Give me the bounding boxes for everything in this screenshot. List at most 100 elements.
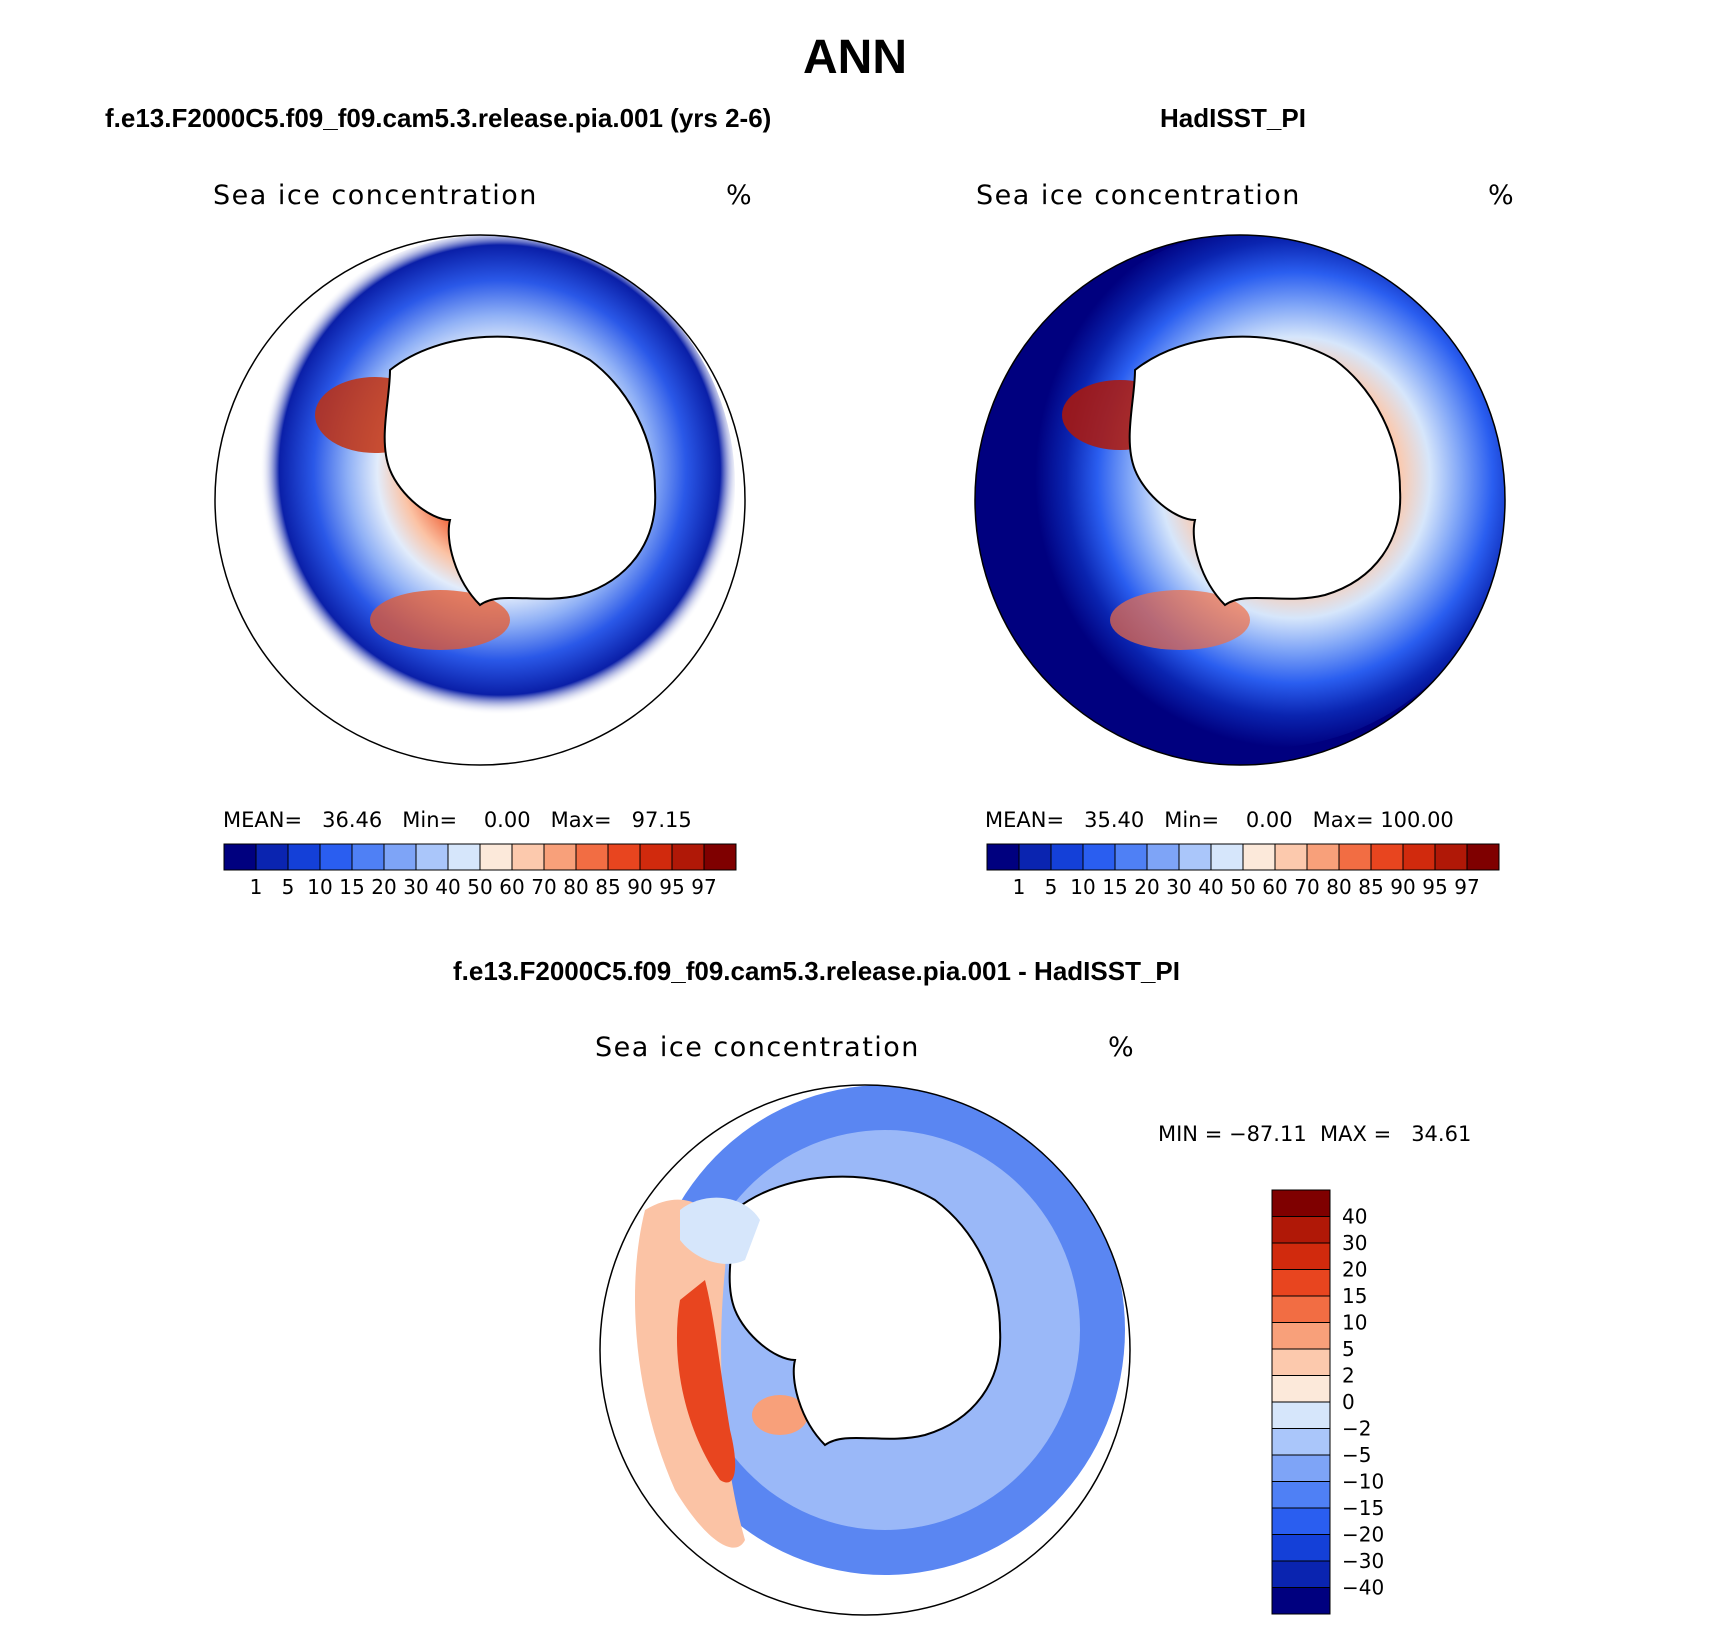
diff-colorbar-swatch bbox=[1271, 1242, 1331, 1270]
panel1-unit: % bbox=[726, 180, 752, 211]
diff-colorbar-tick-label: 15 bbox=[1342, 1284, 1367, 1308]
panel2-field-label: Sea ice concentration bbox=[976, 180, 1301, 211]
panel2-colorbar-swatch bbox=[1370, 843, 1404, 871]
diff-colorbar-swatch bbox=[1271, 1216, 1331, 1244]
figure-title: ANN bbox=[803, 31, 907, 84]
panel1-field-label: Sea ice concentration bbox=[213, 180, 538, 211]
panel1-map bbox=[214, 234, 746, 766]
diff-colorbar-tick-label: −30 bbox=[1342, 1549, 1384, 1573]
panel1-colorbar-tick-label: 85 bbox=[595, 875, 620, 899]
diff-minmax: MIN = −87.11 MAX = 34.61 bbox=[1158, 1122, 1472, 1146]
panel2-colorbar-tick-label: 30 bbox=[1166, 875, 1191, 899]
diff-colorbar-tick-label: −20 bbox=[1342, 1523, 1384, 1547]
panel1-colorbar-swatch bbox=[575, 843, 609, 871]
diff-colorbar-swatch bbox=[1271, 1587, 1331, 1615]
panel2-max: 100.00 bbox=[1380, 808, 1454, 832]
panel2-unit: % bbox=[1488, 180, 1514, 211]
panel1-colorbar-tick-label: 50 bbox=[467, 875, 492, 899]
panel2-ross-sea bbox=[1110, 590, 1250, 650]
panel1-colorbar-swatch bbox=[511, 843, 545, 871]
diff-colorbar-tick-label: 30 bbox=[1342, 1231, 1367, 1255]
panel2-colorbar-swatch bbox=[1114, 843, 1148, 871]
panel2-colorbar-swatch bbox=[1402, 843, 1436, 871]
panel2-colorbar-tick-label: 85 bbox=[1358, 875, 1383, 899]
panel2-map bbox=[974, 234, 1506, 766]
diff-colorbar-swatch bbox=[1271, 1375, 1331, 1403]
panel2-colorbar-swatch bbox=[1146, 843, 1180, 871]
panel2-colorbar-swatch bbox=[1082, 843, 1116, 871]
panel1-max: 97.15 bbox=[631, 808, 692, 832]
diff-ross-patch bbox=[752, 1395, 808, 1435]
panel1-mean-label: MEAN= bbox=[223, 808, 303, 832]
panel2-colorbar-tick-label: 80 bbox=[1326, 875, 1351, 899]
panel1-antarctica bbox=[383, 335, 657, 607]
diff-colorbar-swatch bbox=[1271, 1401, 1331, 1429]
panel2-mean: 35.40 bbox=[1084, 808, 1145, 832]
panel2-max-label: Max= bbox=[1312, 808, 1374, 832]
diff-unit: % bbox=[1108, 1032, 1134, 1063]
panel2-colorbar-swatch bbox=[1018, 843, 1052, 871]
diff-colorbar-swatch bbox=[1271, 1560, 1331, 1588]
panel1-colorbar: 1 5 10 15 20 30 40 50 60 70 80 85 90 95 97 bbox=[223, 843, 737, 899]
panel2-colorbar-tick-label: 97 bbox=[1454, 875, 1479, 899]
panel1-min: 0.00 bbox=[483, 808, 531, 832]
diff-colorbar-tick-label: −2 bbox=[1342, 1417, 1371, 1441]
panel1-colorbar-tick-label: 95 bbox=[659, 875, 684, 899]
panel2-colorbar-tick-label: 5 bbox=[1045, 875, 1058, 899]
panel1-colorbar-swatch bbox=[479, 843, 513, 871]
diff-colorbar-tick-label: −5 bbox=[1342, 1443, 1371, 1467]
diff-colorbar-tick-label: 10 bbox=[1342, 1311, 1367, 1335]
panel1-colorbar-swatch bbox=[351, 843, 385, 871]
panel1-min-label: Min= bbox=[402, 808, 458, 832]
diff-colorbar-swatch bbox=[1271, 1428, 1331, 1456]
diff-colorbar-swatch bbox=[1271, 1348, 1331, 1376]
panel1-colorbar-swatch bbox=[415, 843, 449, 871]
panel1-colorbar-swatch bbox=[639, 843, 673, 871]
panel2-title: HadISST_PI bbox=[1160, 103, 1306, 133]
panel2-colorbar-swatch bbox=[986, 843, 1020, 871]
panel2-min-label: Min= bbox=[1164, 808, 1220, 832]
diff-panel-title: f.e13.F2000C5.f09_f09.cam5.3.release.pia… bbox=[453, 956, 1180, 986]
diff-colorbar-tick-label: 0 bbox=[1342, 1390, 1355, 1414]
panel1-ross-sea bbox=[370, 590, 510, 650]
panel2-colorbar-tick-label: 20 bbox=[1134, 875, 1159, 899]
diff-field-label: Sea ice concentration bbox=[595, 1032, 920, 1063]
panel2-colorbar-tick-label: 50 bbox=[1230, 875, 1255, 899]
diff-colorbar-tick-label: 40 bbox=[1342, 1205, 1367, 1229]
panel2-colorbar-tick-label: 15 bbox=[1102, 875, 1127, 899]
panel2-antarctica bbox=[1128, 335, 1402, 607]
diff-colorbar-swatch bbox=[1271, 1295, 1331, 1323]
diff-colorbar-swatch bbox=[1271, 1189, 1331, 1217]
panel2-colorbar-swatch bbox=[1050, 843, 1084, 871]
diff-colorbar-tick-label: −40 bbox=[1342, 1576, 1384, 1600]
panel2-colorbar-tick-label: 95 bbox=[1422, 875, 1447, 899]
diff-colorbar-tick-label: 20 bbox=[1342, 1258, 1367, 1282]
panel1-colorbar-tick-label: 15 bbox=[339, 875, 364, 899]
panel1-colorbar-swatch bbox=[543, 843, 577, 871]
panel2-colorbar-swatch bbox=[1210, 843, 1244, 871]
panel2-colorbar-tick-label: 90 bbox=[1390, 875, 1415, 899]
panel2-colorbar: 1 5 10 15 20 30 40 50 60 70 80 85 90 95 97 bbox=[986, 843, 1500, 899]
diff-colorbar-swatch bbox=[1271, 1269, 1331, 1297]
diff-colorbar-tick-label: 2 bbox=[1342, 1364, 1355, 1388]
panel1-colorbar-swatch bbox=[319, 843, 353, 871]
panel1-colorbar-swatch bbox=[255, 843, 289, 871]
panel1-colorbar-swatch bbox=[607, 843, 641, 871]
panel1-colorbar-tick-label: 10 bbox=[307, 875, 332, 899]
panel1-colorbar-swatch bbox=[447, 843, 481, 871]
panel1-colorbar-tick-label: 60 bbox=[499, 875, 524, 899]
panel2-colorbar-tick-label: 40 bbox=[1198, 875, 1223, 899]
panel2-min: 0.00 bbox=[1245, 808, 1293, 832]
panel1-colorbar-tick-label: 80 bbox=[563, 875, 588, 899]
panel1-max-label: Max= bbox=[550, 808, 612, 832]
panel2-colorbar-swatch bbox=[1242, 843, 1276, 871]
diff-colorbar-swatch bbox=[1271, 1534, 1331, 1562]
panel1-colorbar-tick-label: 70 bbox=[531, 875, 556, 899]
panel2-stats: MEAN= 35.40 Min= 0.00 Max= 100.00 bbox=[985, 808, 1454, 832]
diff-colorbar-tick-label: 5 bbox=[1342, 1337, 1355, 1361]
panel1-colorbar-swatch bbox=[671, 843, 705, 871]
panel1-colorbar-swatch bbox=[383, 843, 417, 871]
panel2-colorbar-swatch bbox=[1306, 843, 1340, 871]
diff-colorbar-tick-label: −15 bbox=[1342, 1496, 1384, 1520]
